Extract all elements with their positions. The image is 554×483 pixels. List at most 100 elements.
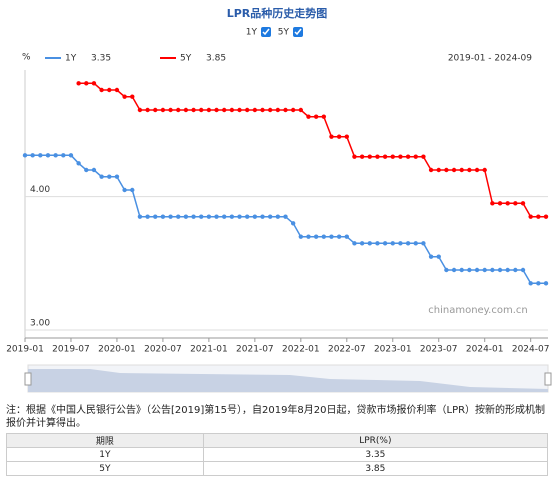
point: [199, 214, 204, 219]
point: [536, 281, 541, 286]
watermark: chinamoney.com.cn: [428, 305, 527, 316]
point: [76, 81, 81, 86]
y-tick-label: 3.00: [30, 319, 50, 329]
point: [505, 267, 510, 273]
point: [367, 154, 372, 159]
point: [505, 201, 510, 206]
point: [107, 174, 112, 179]
point: [321, 114, 327, 119]
point: [543, 214, 549, 219]
point: [45, 153, 51, 158]
navigator-handle[interactable]: [544, 372, 552, 386]
point: [352, 154, 357, 159]
point: [482, 267, 487, 273]
x-tick-label: 2020-07: [144, 345, 182, 355]
point: [398, 241, 403, 246]
point: [313, 234, 319, 239]
check: [262, 28, 270, 36]
point: [421, 241, 426, 246]
point: [405, 154, 411, 159]
x-tick-label: 2023-01: [374, 345, 412, 355]
x-tick-label: 2021-07: [236, 345, 274, 355]
point: [84, 167, 89, 173]
point: [267, 107, 273, 113]
point: [413, 154, 418, 159]
point: [543, 281, 549, 286]
lpr-table: 期限 LPR(%) 1Y 3.35 5Y 3.85: [6, 433, 549, 476]
point: [367, 241, 372, 246]
point: [298, 234, 304, 239]
point: [528, 214, 533, 219]
table-cell: 3.85: [202, 461, 549, 476]
point: [76, 161, 81, 166]
point: [497, 201, 503, 206]
point: [336, 234, 342, 239]
point: [359, 241, 365, 246]
point: [474, 167, 480, 173]
point: [444, 267, 449, 273]
point: [520, 267, 526, 273]
point: [214, 107, 219, 113]
x-tick-label: 2023-07: [420, 345, 458, 355]
chart: LPR品种历史走势图 1Y 5Y % 2019-01 - 2024-09 chi…: [6, 6, 552, 393]
point: [84, 81, 89, 86]
point: [513, 267, 518, 273]
legend-label: 1Y: [65, 54, 77, 64]
point: [153, 107, 158, 113]
point: [436, 254, 441, 259]
point: [298, 107, 304, 113]
point: [474, 267, 480, 273]
point: [283, 107, 288, 113]
point: [267, 214, 273, 219]
point: [359, 154, 365, 159]
point: [68, 153, 74, 158]
point: [390, 154, 395, 159]
x-tick-label: 2019-01: [6, 345, 44, 355]
point: [237, 214, 242, 219]
point: [153, 214, 158, 219]
point: [229, 107, 235, 113]
table-cell: 5Y: [6, 461, 204, 476]
point: [413, 241, 418, 246]
point: [244, 107, 250, 113]
point: [459, 167, 464, 173]
legend-value: 3.85: [206, 54, 226, 64]
point: [451, 267, 457, 273]
point: [490, 267, 495, 273]
point: [168, 214, 173, 219]
point: [160, 214, 166, 219]
point: [444, 167, 449, 173]
point: [130, 187, 135, 193]
point: [329, 134, 334, 139]
check: [294, 28, 302, 36]
point: [490, 201, 495, 206]
toggle-label: 1Y: [246, 28, 258, 38]
point: [145, 214, 150, 219]
point: [513, 201, 518, 206]
legend-value: 3.35: [91, 54, 111, 64]
point: [252, 214, 258, 219]
point: [536, 214, 541, 219]
point: [122, 187, 127, 193]
point: [99, 174, 104, 179]
point: [91, 167, 97, 173]
table-header: 期限: [6, 433, 204, 448]
point: [329, 234, 334, 239]
point: [237, 107, 242, 113]
point: [114, 87, 120, 93]
point: [176, 214, 181, 219]
point: [344, 234, 349, 239]
point: [275, 107, 281, 113]
y-tick-label: 4.00: [30, 185, 50, 195]
point: [183, 107, 189, 113]
table-cell: 1Y: [6, 447, 204, 462]
point: [38, 153, 43, 158]
point: [528, 281, 533, 286]
series-line: [25, 154, 546, 285]
table-header: LPR(%): [202, 433, 549, 448]
navigator-handle[interactable]: [24, 372, 32, 386]
point: [176, 107, 181, 113]
point: [375, 154, 380, 159]
point: [421, 154, 426, 159]
